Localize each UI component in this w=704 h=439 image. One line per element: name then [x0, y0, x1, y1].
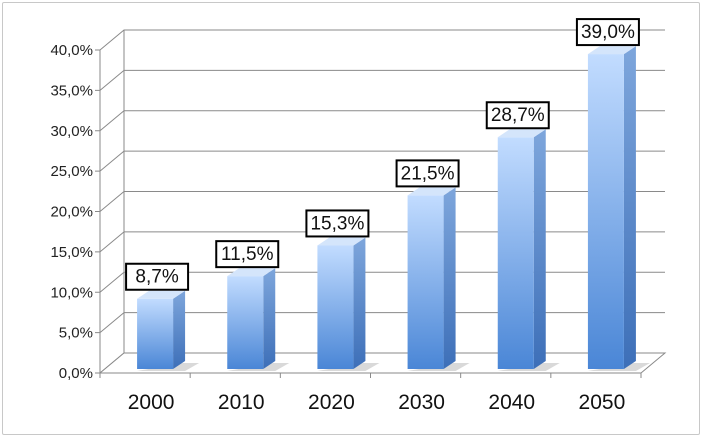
x-tick-label: 2010 [218, 391, 265, 414]
bar-side [443, 187, 456, 369]
data-labels: 8,7% 11,5% 15,3% 21,5% 28,7% 39,0% [125, 18, 640, 291]
x-tick-label: 2020 [308, 391, 355, 414]
gridline [99, 191, 665, 212]
y-tick-label: 10,0% [50, 284, 93, 301]
bar-2020 [317, 237, 380, 371]
y-tick-label: 15,0% [50, 244, 93, 261]
x-tick-label: 2030 [398, 391, 445, 414]
bar-front [227, 276, 264, 369]
bar-top [227, 268, 276, 277]
data-label-2010: 11,5% [215, 240, 280, 269]
data-label-text: 39,0% [581, 22, 635, 43]
x-axis: 2000 2010 2020 2030 2040 2050 [98, 352, 667, 414]
data-label-2020: 15,3% [305, 209, 370, 238]
bar-front [137, 298, 174, 369]
bar-top [587, 46, 636, 55]
data-label-text: 21,5% [401, 163, 455, 184]
y-tick-label: 35,0% [50, 82, 93, 99]
y-tick-label: 20,0% [50, 204, 93, 221]
gridline [99, 150, 665, 172]
bar-side [353, 237, 366, 369]
data-label-text: 15,3% [310, 213, 364, 234]
data-label-2050: 39,0% [575, 18, 640, 47]
bars [137, 46, 650, 371]
gridline [99, 231, 665, 253]
bar-top [497, 129, 546, 138]
x-tick-label: 2050 [579, 391, 626, 414]
data-label-box [305, 209, 370, 238]
data-label-box [395, 159, 460, 188]
bar-side [623, 46, 636, 369]
bar-top [317, 237, 366, 246]
y-tick-label: 30,0% [50, 123, 93, 140]
data-label-box [485, 101, 550, 130]
bar-2000 [137, 290, 200, 371]
data-label-2030: 21,5% [395, 159, 460, 188]
bar-2010 [227, 268, 290, 371]
bar-side [263, 268, 276, 369]
bar-front [317, 245, 354, 369]
y-tick-label: 5,0% [59, 325, 93, 342]
data-label-text: 11,5% [221, 244, 274, 265]
data-label-text: 28,7% [491, 105, 545, 126]
x-tick-label: 2040 [488, 391, 535, 414]
x-tick-label: 2000 [128, 391, 175, 414]
y-axis: 0,0% 5,0% 10,0% 15,0% 20,0% 25,0% 30,0% 35,0% 40… [50, 42, 101, 382]
y-tick-label: 40,0% [50, 42, 93, 59]
bar-2040 [497, 129, 560, 371]
data-label-box [575, 18, 640, 47]
gridline [99, 69, 665, 91]
bar-2050 [587, 46, 650, 371]
y-tick-label: 0,0% [59, 365, 93, 382]
gridline [99, 110, 665, 132]
data-label-box [215, 240, 280, 269]
data-label-2000: 8,7% [125, 262, 190, 291]
bar-top [407, 187, 456, 196]
y-tick-label: 25,0% [50, 163, 93, 180]
bar-front [587, 54, 624, 369]
bar-2030 [407, 187, 470, 371]
data-label-box [125, 262, 190, 291]
bar-front [497, 137, 534, 369]
bar-top [137, 290, 186, 299]
bar-side [533, 129, 546, 369]
data-label-text: 8,7% [135, 267, 178, 288]
data-label-2040: 28,7% [485, 101, 550, 130]
bar-side [173, 290, 186, 369]
bar-front [407, 195, 444, 369]
